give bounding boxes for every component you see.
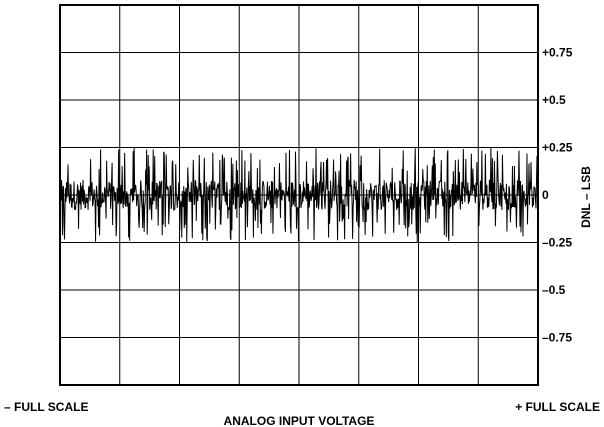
y-axis-label: DNL – LSB — [579, 166, 593, 228]
y-tick-labels: +0.75 +0.5 +0.25 0 –0.25 –0.5 –0.75 — [542, 46, 573, 345]
y-tick-label: +0.5 — [542, 93, 566, 107]
y-tick-label: –0.25 — [542, 236, 572, 250]
x-tick-right-label: + FULL SCALE — [515, 400, 600, 414]
y-tick-label: 0 — [542, 188, 549, 202]
y-tick-label: –0.5 — [542, 283, 566, 297]
dnl-trace — [60, 147, 538, 243]
x-tick-left-label: – FULL SCALE — [4, 400, 88, 414]
x-axis-label: ANALOG INPUT VOLTAGE — [224, 414, 375, 427]
grid-lines — [60, 5, 538, 385]
y-tick-label: +0.75 — [542, 46, 573, 60]
y-tick-label: –0.75 — [542, 331, 572, 345]
y-tick-label: +0.25 — [542, 141, 573, 155]
